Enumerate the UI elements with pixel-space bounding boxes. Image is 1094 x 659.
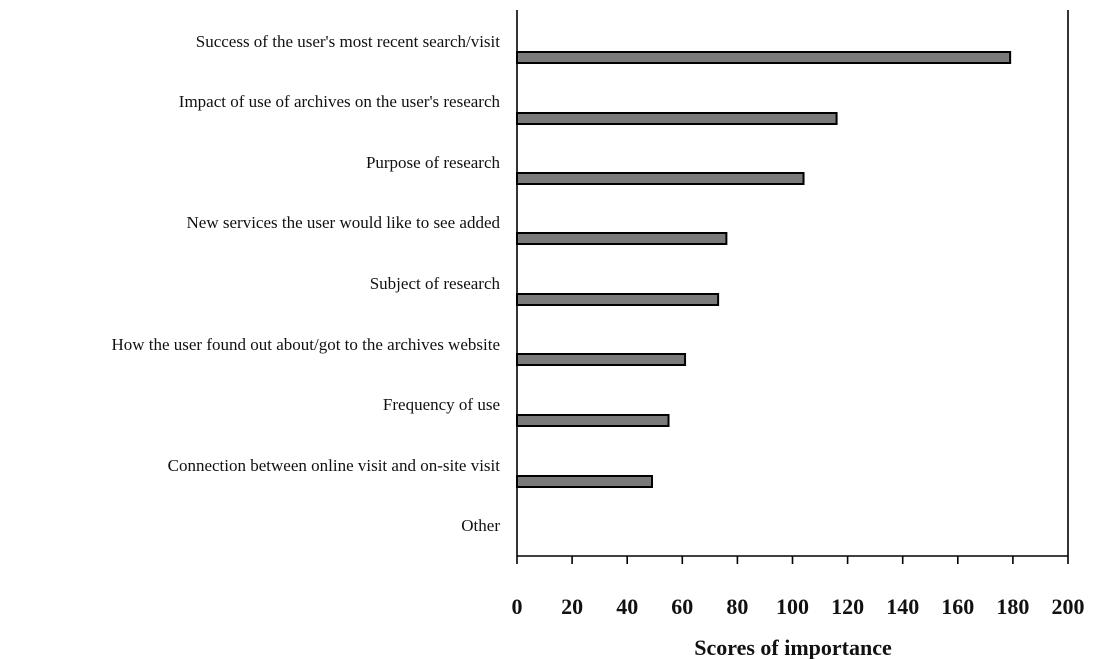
category-labels: Success of the user's most recent search… bbox=[111, 32, 500, 535]
category-label: Connection between online visit and on-s… bbox=[168, 456, 501, 475]
x-tick-label: 40 bbox=[616, 594, 638, 619]
bar bbox=[516, 172, 805, 185]
x-tick-label: 180 bbox=[996, 594, 1029, 619]
category-label: Other bbox=[461, 516, 500, 535]
x-tick-label: 200 bbox=[1052, 594, 1085, 619]
bar bbox=[516, 51, 1012, 64]
x-tick-label: 0 bbox=[512, 594, 523, 619]
category-label: New services the user would like to see … bbox=[187, 213, 501, 232]
bars-layer bbox=[516, 51, 1012, 488]
axes: 0 20 40 60 80 100 120 140 160 180 200 bbox=[512, 10, 1085, 619]
bar bbox=[516, 112, 838, 125]
category-label: How the user found out about/got to the … bbox=[111, 335, 500, 354]
bar bbox=[516, 353, 687, 366]
x-tick-label: 20 bbox=[561, 594, 583, 619]
category-label: Success of the user's most recent search… bbox=[196, 32, 501, 51]
bar bbox=[516, 414, 670, 427]
category-label: Subject of research bbox=[370, 274, 501, 293]
bar bbox=[516, 293, 720, 306]
bar bbox=[516, 475, 653, 488]
x-tick-label: 80 bbox=[726, 594, 748, 619]
category-label: Purpose of research bbox=[366, 153, 501, 172]
x-tick-label: 60 bbox=[671, 594, 693, 619]
x-tick-label: 120 bbox=[831, 594, 864, 619]
bar bbox=[516, 232, 728, 245]
x-tick-label: 140 bbox=[886, 594, 919, 619]
category-label: Frequency of use bbox=[383, 395, 500, 414]
x-axis-title: Scores of importance bbox=[694, 635, 892, 659]
x-tick-label: 160 bbox=[941, 594, 974, 619]
category-label: Impact of use of archives on the user's … bbox=[179, 92, 501, 111]
x-tick-label: 100 bbox=[776, 594, 809, 619]
